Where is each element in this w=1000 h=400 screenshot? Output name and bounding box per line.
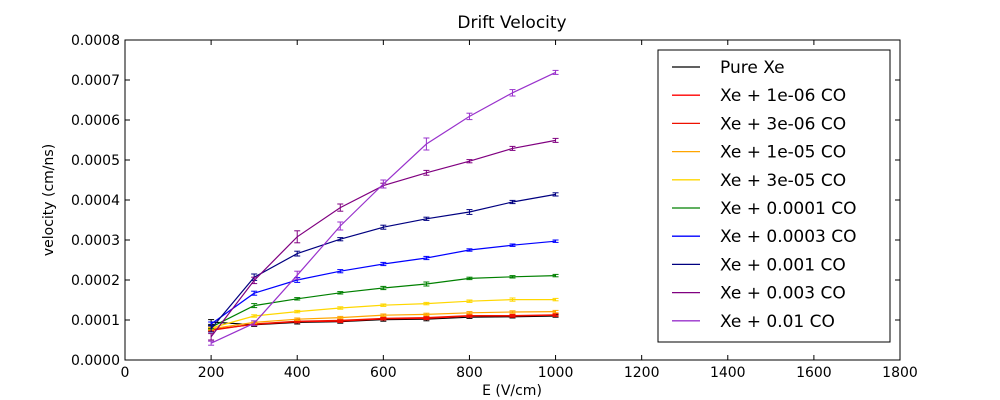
chart-title: Drift Velocity [457, 13, 566, 33]
y-tick-label: 0.0004 [71, 193, 120, 209]
y-tick-label: 0.0005 [71, 153, 120, 169]
legend-label: Xe + 1e-05 CO [720, 143, 846, 163]
x-tick-label: 600 [370, 365, 397, 381]
legend-label: Xe + 3e-05 CO [720, 171, 846, 191]
legend-entry: Xe + 1e-05 CO [672, 143, 846, 163]
legend-label: Xe + 0.003 CO [720, 284, 846, 304]
legend-entry: Xe + 3e-06 CO [672, 114, 846, 134]
y-tick-label: 0.0002 [71, 273, 120, 289]
y-tick-label: 0.0008 [71, 33, 120, 49]
legend-entry: Xe + 1e-06 CO [672, 86, 846, 106]
legend-label: Xe + 3e-06 CO [720, 114, 846, 134]
legend-label: Xe + 0.01 CO [720, 312, 835, 332]
x-tick-label: 1200 [624, 365, 660, 381]
x-tick-label: 800 [456, 365, 483, 381]
x-tick-label: 1000 [538, 365, 574, 381]
legend-label: Xe + 0.001 CO [720, 255, 846, 275]
y-tick-label: 0.0006 [71, 113, 120, 129]
series-9 [208, 69, 559, 346]
legend-box [657, 49, 891, 343]
x-axis-label: E (V/cm) [482, 383, 542, 399]
x-tick-label: 200 [198, 365, 225, 381]
legend-label: Pure Xe [720, 58, 785, 78]
legend-label: Xe + 0.0003 CO [720, 227, 857, 247]
y-tick-label: 0.0001 [71, 313, 120, 329]
x-tick-label: 1400 [710, 365, 746, 381]
x-tick-label: 400 [284, 365, 311, 381]
legend-entry: Xe + 0.0003 CO [672, 227, 857, 247]
x-tick-label: 1600 [796, 365, 832, 381]
y-tick-label: 0.0007 [71, 73, 120, 89]
legend-entry: Xe + 0.01 CO [672, 312, 835, 332]
legend-entry: Pure Xe [672, 58, 785, 78]
legend-label: Xe + 1e-06 CO [720, 86, 846, 106]
legend-label: Xe + 0.0001 CO [720, 199, 857, 219]
legend-entry: Xe + 0.003 CO [672, 284, 846, 304]
x-tick-label: 1800 [882, 365, 918, 381]
legend-entry: Xe + 0.0001 CO [672, 199, 857, 219]
y-tick-label: 0.0003 [71, 233, 120, 249]
legend-entry: Xe + 0.001 CO [672, 255, 846, 275]
y-tick-label: 0.0000 [71, 353, 120, 369]
x-tick-label: 0 [121, 365, 130, 381]
series-6 [208, 239, 559, 327]
legend: Pure Xe Xe + 1e-06 CO Xe + 3e-06 CO Xe + 1e… [657, 49, 891, 343]
legend-entry: Xe + 3e-05 CO [672, 171, 846, 191]
y-axis-label: velocity (cm/ns) [41, 144, 57, 256]
series-5 [208, 273, 559, 330]
